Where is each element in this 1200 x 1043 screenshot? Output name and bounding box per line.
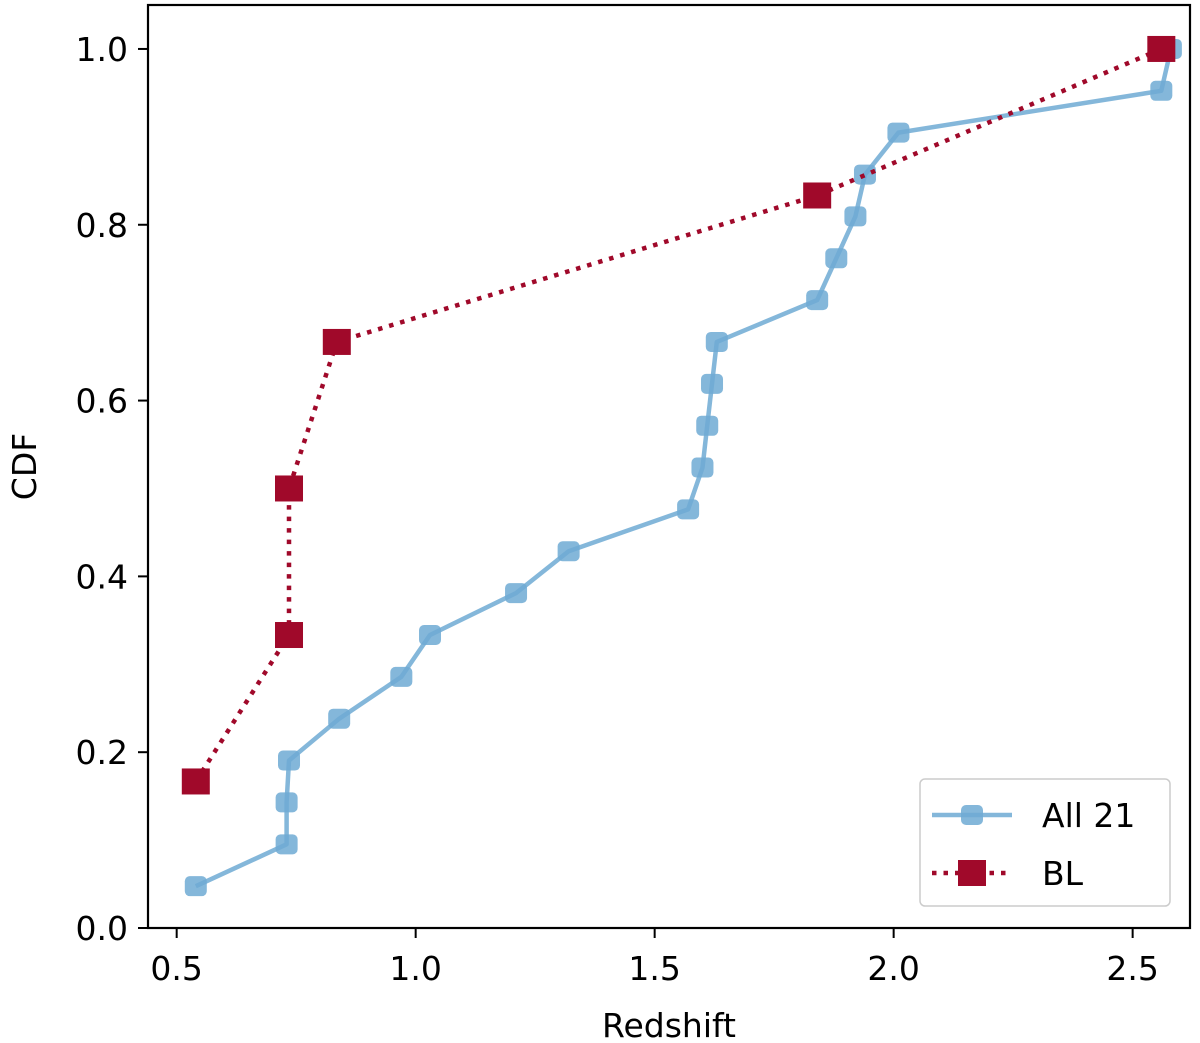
- legend-marker-bl: [958, 860, 986, 886]
- x-axis-label: Redshift: [602, 1006, 736, 1043]
- data-point-bl: [803, 182, 832, 209]
- data-point-all: [278, 750, 301, 771]
- x-tick-label: 1.0: [389, 949, 441, 988]
- data-point-bl: [275, 622, 304, 649]
- data-point-all: [1150, 80, 1173, 101]
- data-point-bl: [1147, 35, 1176, 62]
- x-tick-label: 2.5: [1106, 949, 1158, 988]
- data-point-all: [844, 206, 867, 227]
- data-point-all: [825, 248, 848, 269]
- y-tick-label: 0.0: [76, 909, 128, 948]
- legend-marker-all: [961, 805, 983, 825]
- y-tick-label: 0.6: [76, 382, 128, 421]
- x-tick-label: 0.5: [150, 949, 202, 988]
- data-point-all: [184, 876, 207, 897]
- y-tick-label: 0.8: [76, 206, 128, 245]
- data-point-all: [419, 625, 442, 646]
- data-point-all: [853, 164, 876, 185]
- data-point-all: [390, 666, 413, 687]
- data-point-all: [705, 331, 728, 352]
- x-axis: 0.5 1.0 1.5 2.0 2.5: [150, 928, 1159, 988]
- data-point-all: [275, 792, 298, 813]
- data-point-all: [806, 290, 829, 311]
- data-point-bl: [322, 328, 351, 355]
- legend-label-1: BL: [1042, 854, 1084, 893]
- data-point-all: [887, 122, 910, 143]
- y-tick-label: 1.0: [76, 30, 128, 69]
- data-point-all: [557, 541, 580, 562]
- series-line-1: [193, 46, 1163, 783]
- x-tick-label: 1.5: [628, 949, 680, 988]
- legend: All 21 BL: [919, 778, 1171, 907]
- series-line-0: [194, 48, 1174, 889]
- series-layer: [181, 35, 1182, 897]
- legend-label-0: All 21: [1042, 796, 1135, 835]
- data-point-all: [696, 415, 719, 436]
- y-axis-label: CDF: [5, 433, 44, 500]
- y-tick-label: 0.4: [76, 557, 128, 596]
- data-point-all: [701, 373, 724, 394]
- y-axis: 0.0 0.2 0.4 0.6 0.8 1.0: [76, 30, 148, 948]
- data-point-all: [328, 708, 351, 729]
- data-point-all: [505, 583, 528, 604]
- y-tick-label: 0.2: [76, 733, 128, 772]
- x-tick-label: 2.0: [867, 949, 919, 988]
- data-point-bl: [275, 475, 304, 502]
- data-point-bl: [181, 768, 210, 795]
- data-point-all: [677, 499, 700, 520]
- data-point-all: [275, 834, 298, 855]
- plot-frame: [146, 3, 1192, 930]
- data-point-all: [691, 457, 714, 478]
